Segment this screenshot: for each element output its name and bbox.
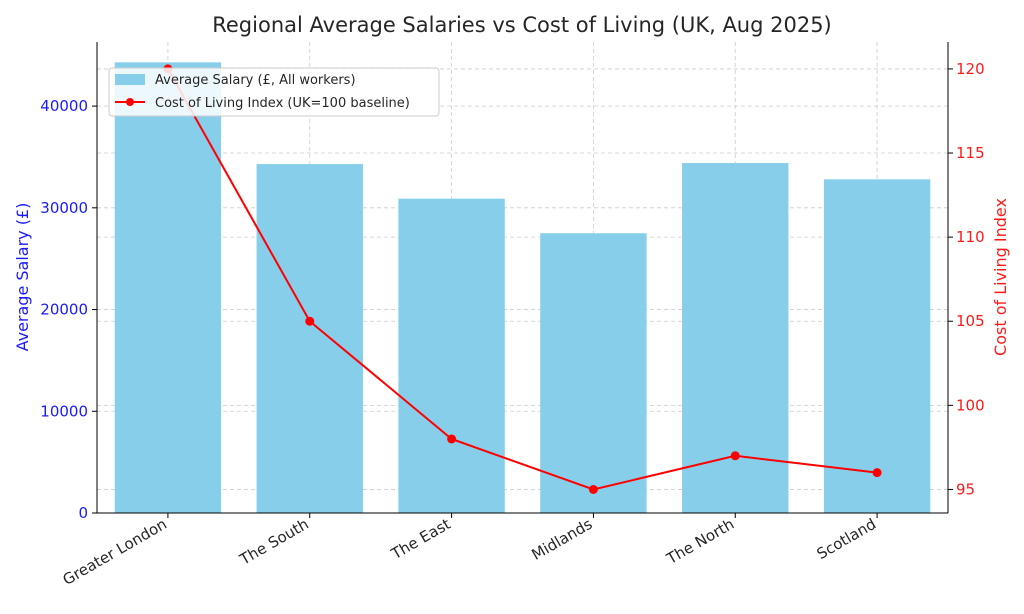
y-right-tick-label: 100 xyxy=(956,396,985,414)
salary-bar xyxy=(114,62,222,513)
y-right-tick-label: 120 xyxy=(956,60,985,78)
chart-title: Regional Average Salaries vs Cost of Liv… xyxy=(212,13,832,37)
cost-of-living-point xyxy=(872,468,882,478)
cost-of-living-point xyxy=(447,434,457,444)
y-right-tick-label: 115 xyxy=(956,144,985,162)
salary-bar xyxy=(823,179,931,513)
y-left-tick-label: 40000 xyxy=(40,97,88,115)
y-axis-right-label: Cost of Living Index xyxy=(991,198,1010,356)
x-tick-label: The North xyxy=(663,515,737,568)
y-left-tick-label: 30000 xyxy=(40,199,88,217)
y-left-tick-label: 20000 xyxy=(40,301,88,319)
y-right-tick-label: 95 xyxy=(956,480,975,498)
salary-bar xyxy=(398,198,505,514)
legend-label-cost-of-living: Cost of Living Index (UK=100 baseline) xyxy=(155,96,410,111)
salary-bars xyxy=(114,62,931,514)
y-left-tick-label: 0 xyxy=(78,504,88,522)
y-left-tick-label: 10000 xyxy=(40,402,88,420)
legend-bar-swatch xyxy=(115,74,145,85)
axes xyxy=(96,42,949,514)
cost-of-living-point xyxy=(588,484,598,494)
x-tick-label: Greater London xyxy=(60,515,170,589)
x-tick-label: The East xyxy=(387,515,453,564)
legend-line-marker xyxy=(126,98,134,106)
cost-of-living-point xyxy=(305,316,315,326)
cost-of-living-line xyxy=(167,68,878,491)
y-axis-left-label: Average Salary (£) xyxy=(13,203,32,352)
salary-bar xyxy=(540,233,647,513)
x-tick-label: The South xyxy=(236,515,312,569)
legend-box xyxy=(108,67,440,117)
x-tick-label: Midlands xyxy=(529,515,596,564)
cost-of-living-point xyxy=(730,451,740,461)
x-tick-label: Scotland xyxy=(814,515,879,563)
legend-label-salary: Average Salary (£, All workers) xyxy=(155,73,356,88)
y-right-tick-label: 105 xyxy=(956,312,985,330)
legend: Average Salary (£, All workers) Cost of … xyxy=(108,67,440,117)
salary-bar xyxy=(256,164,363,514)
y-right-tick-label: 110 xyxy=(956,228,985,246)
